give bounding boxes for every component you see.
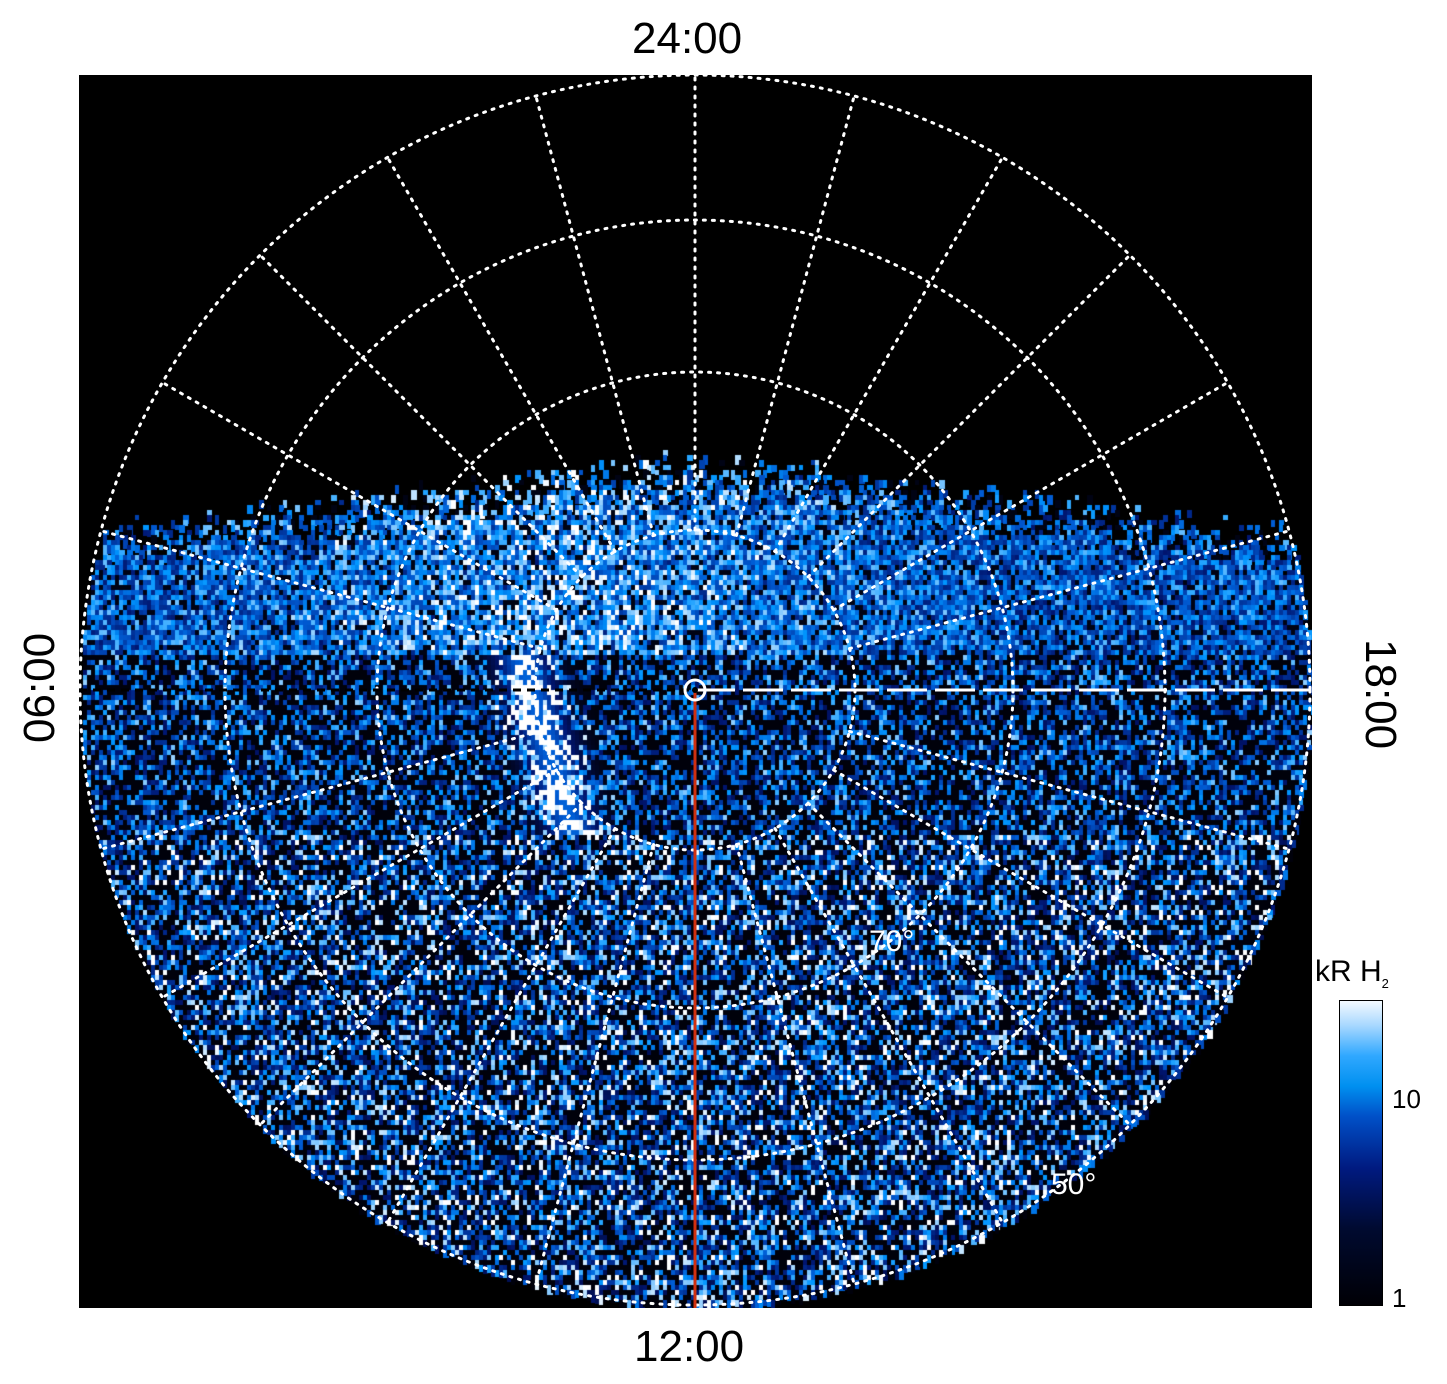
meridian-line — [99, 729, 542, 851]
meridian-line — [773, 155, 1004, 553]
meridian-line — [258, 801, 584, 1127]
colorbar-tick-10: 10 — [1392, 1084, 1421, 1114]
colorbar — [1339, 1000, 1383, 1306]
meridian-line — [734, 94, 856, 537]
meridian-line — [806, 801, 1132, 1127]
meridian-line — [386, 827, 617, 1225]
meridian-line — [734, 843, 856, 1286]
meridian-line — [99, 529, 542, 651]
meridian-line — [160, 768, 558, 999]
meridian-line — [832, 768, 1230, 999]
polar-grid — [79, 75, 1312, 1308]
meridian-line — [386, 155, 617, 553]
meridian-line — [806, 253, 1132, 579]
meridian-line — [832, 381, 1230, 612]
meridian-line — [258, 253, 584, 579]
meridian-line — [160, 381, 558, 612]
auroral-polar-map: 70° 50° — [79, 75, 1312, 1308]
meridian-line — [534, 94, 656, 537]
label-06h: 06:00 — [15, 632, 64, 743]
meridian-line — [848, 729, 1291, 851]
pole-center-dot — [692, 687, 698, 693]
colorbar-tick-1: 1 — [1392, 1283, 1407, 1313]
lat-label-50: 50° — [1051, 1168, 1097, 1201]
label-12h: 12:00 — [634, 1322, 745, 1371]
meridian-line — [534, 843, 656, 1286]
meridian-line — [848, 529, 1291, 651]
colorbar-title: kR H2 — [1315, 955, 1389, 991]
meridian-line — [773, 827, 1004, 1225]
pole-marker — [683, 678, 707, 702]
label-24h: 24:00 — [632, 14, 743, 63]
lat-label-70: 70° — [869, 925, 915, 958]
label-18h: 18:00 — [1356, 639, 1405, 750]
